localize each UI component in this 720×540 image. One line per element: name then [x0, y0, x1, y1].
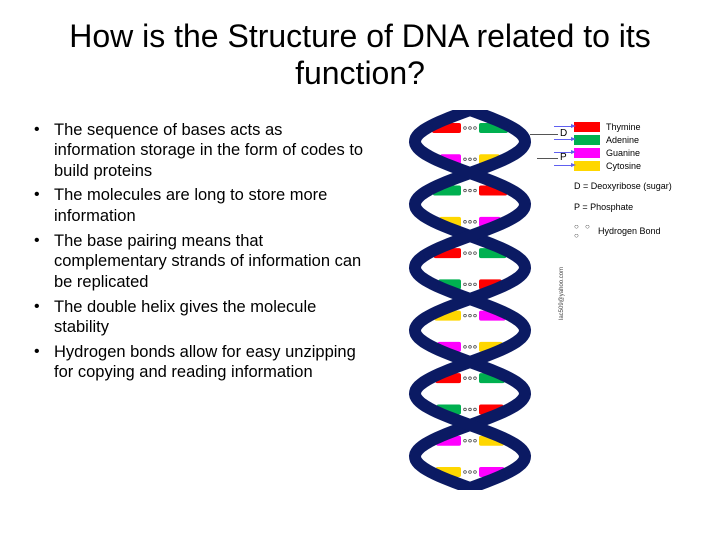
legend-swatch — [574, 161, 600, 171]
legend-pointer-icon — [554, 152, 572, 153]
legend-label: Cytosine — [606, 161, 641, 171]
d-pointer-label: D — [560, 128, 567, 139]
legend-swatch — [574, 148, 600, 158]
hbond-dots-icon: ○ ○ ○ — [574, 222, 598, 240]
dna-diagram: D P lac509@yahoo.com Thymine Adenine Guani… — [365, 120, 700, 500]
d-pointer-line — [530, 134, 558, 135]
legend-d: D = Deoxyribose (sugar) — [574, 181, 694, 193]
legend-label: Adenine — [606, 135, 639, 145]
p-pointer-label: P — [560, 152, 567, 163]
bullet-item: The molecules are long to store more inf… — [30, 185, 365, 226]
legend-hbond-label: Hydrogen Bond — [598, 226, 661, 236]
legend-p: P = Phosphate — [574, 202, 694, 214]
legend-row: Cytosine — [574, 161, 694, 171]
p-pointer-line — [537, 158, 558, 159]
bullet-item: The double helix gives the molecule stab… — [30, 297, 365, 338]
legend-pointer-icon — [554, 126, 572, 127]
legend-pointer-icon — [554, 165, 572, 166]
legend-hbond: ○ ○ ○ Hydrogen Bond — [574, 222, 694, 240]
legend-row: Thymine — [574, 122, 694, 132]
legend-swatch — [574, 122, 600, 132]
legend-row: Guanine — [574, 148, 694, 158]
bullet-item: The sequence of bases acts as informatio… — [30, 120, 365, 182]
bullet-item: The base pairing means that complementar… — [30, 231, 365, 293]
image-credit: lac509@yahoo.com — [559, 266, 565, 319]
bullet-item: Hydrogen bonds allow for easy unzipping … — [30, 342, 365, 383]
legend: Thymine Adenine Guanine Cytosine D = Deoxyr… — [574, 122, 694, 240]
bullet-list: The sequence of bases acts as informatio… — [30, 120, 365, 500]
legend-pointer-icon — [554, 139, 572, 140]
dna-helix — [395, 110, 545, 490]
slide-title: How is the Structure of DNA related to i… — [0, 0, 720, 102]
legend-swatch — [574, 135, 600, 145]
content-area: The sequence of bases acts as informatio… — [0, 102, 720, 500]
legend-row: Adenine — [574, 135, 694, 145]
legend-label: Guanine — [606, 148, 640, 158]
legend-label: Thymine — [606, 122, 641, 132]
